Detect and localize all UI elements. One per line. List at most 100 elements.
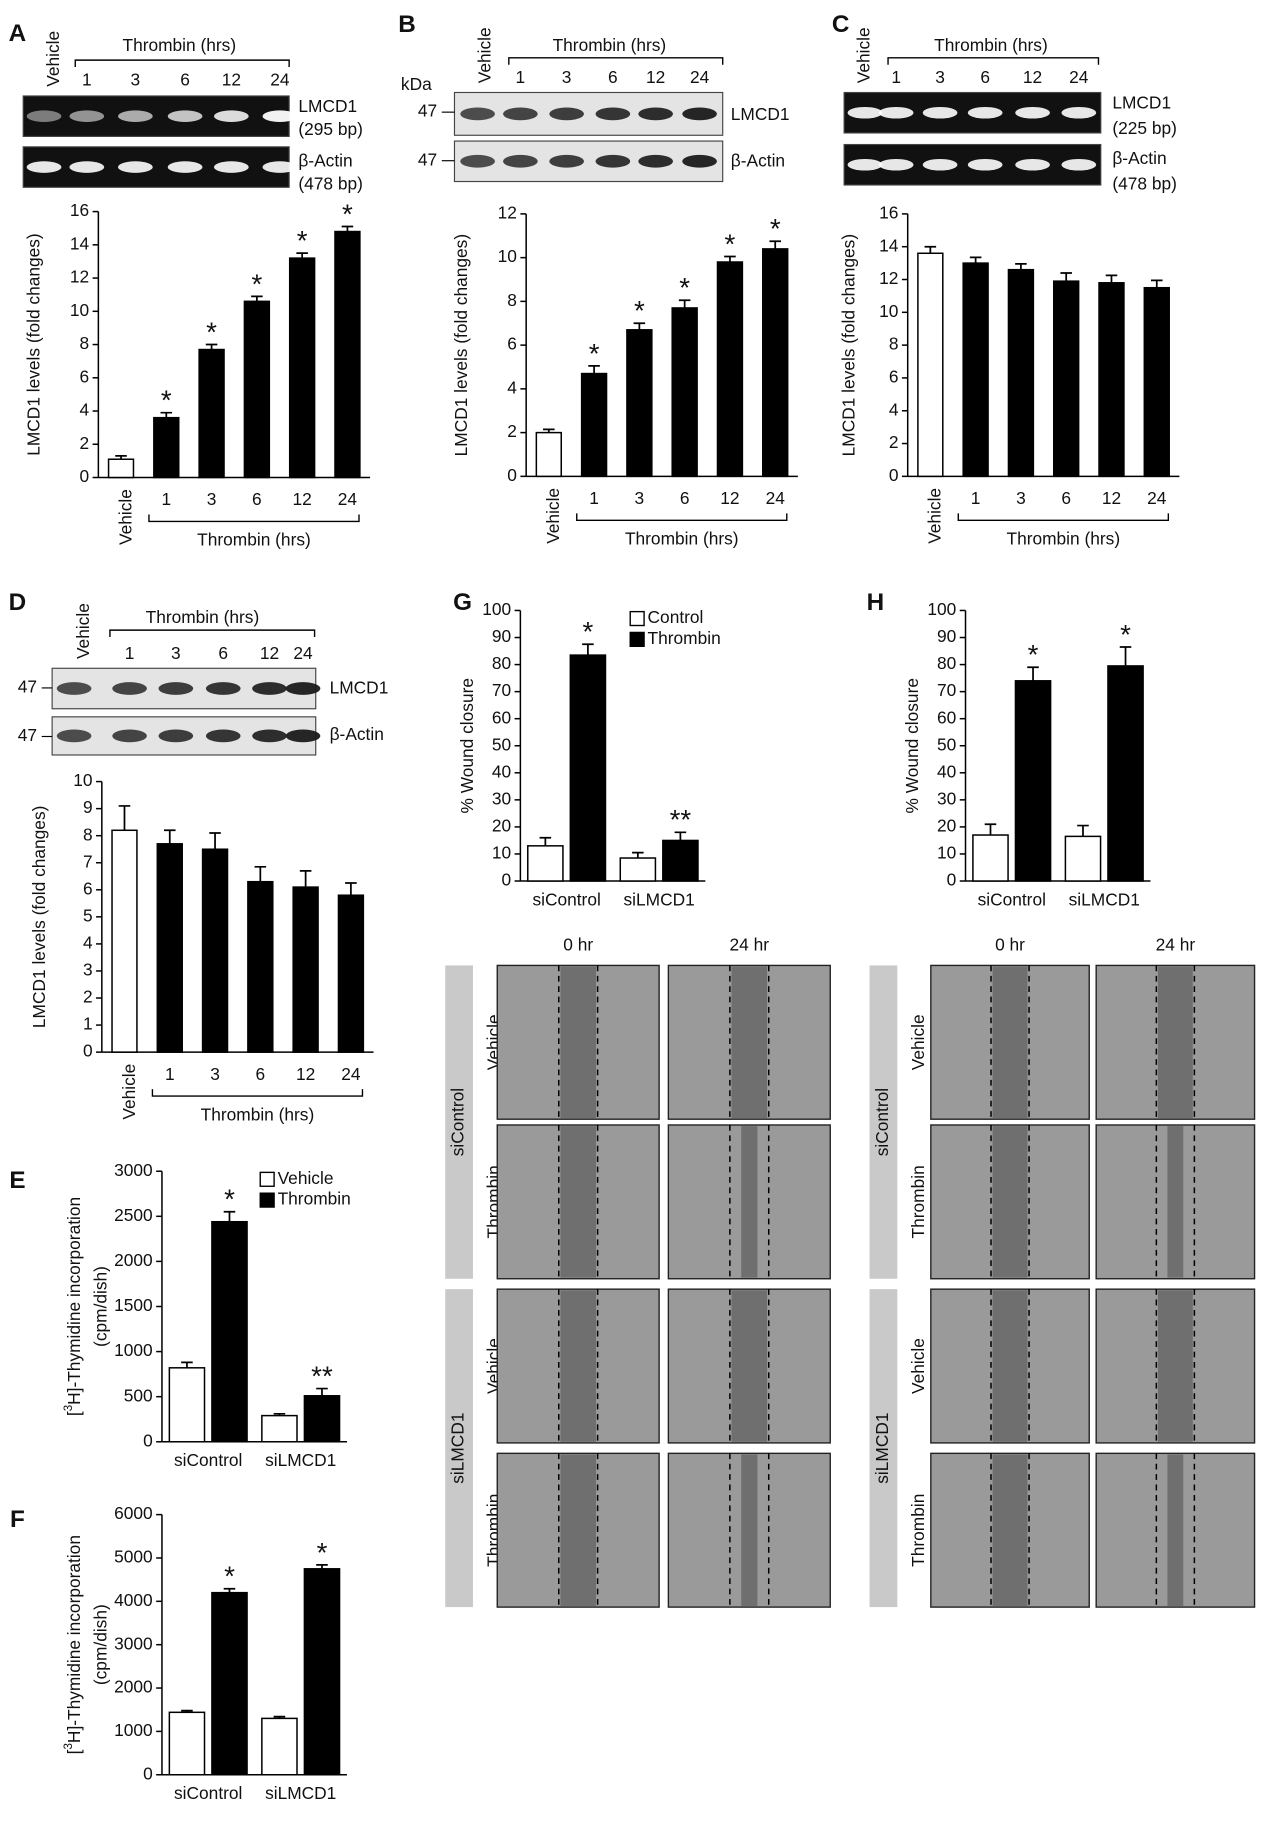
lane-header: Vehicle bbox=[854, 27, 874, 83]
panel-letter: E bbox=[9, 1167, 25, 1194]
band-label: (478 bp) bbox=[298, 174, 363, 194]
x-tick-label: 1 bbox=[589, 488, 599, 508]
y-axis-label-line2: (cpm/dish) bbox=[90, 1266, 110, 1347]
y-tick-label: 50 bbox=[937, 734, 956, 754]
lane-label: 3 bbox=[562, 67, 572, 87]
error-bar bbox=[181, 1361, 193, 1368]
significance-mark: * bbox=[251, 268, 262, 299]
error-bar bbox=[769, 240, 782, 249]
y-tick-label: 2 bbox=[79, 433, 89, 453]
y-tick-label: 3 bbox=[83, 960, 93, 980]
band bbox=[118, 161, 153, 173]
panel-letter: B bbox=[398, 11, 416, 38]
y-tick-label: 1 bbox=[83, 1014, 93, 1034]
bar bbox=[211, 1220, 248, 1443]
mw-unit: kDa bbox=[401, 74, 432, 94]
mw-marker: 47 bbox=[418, 149, 437, 169]
y-tick-label: 40 bbox=[492, 761, 511, 781]
group-label: siLMCD1 bbox=[448, 1412, 468, 1483]
band bbox=[1061, 106, 1097, 119]
wound-gap bbox=[1167, 1454, 1184, 1606]
error-bar bbox=[1015, 263, 1027, 270]
y-tick-label: 10 bbox=[73, 770, 92, 790]
x-tick-label: siLMCD1 bbox=[265, 1450, 336, 1470]
column-header: 0 hr bbox=[995, 934, 1025, 954]
y-axis-label-part: H]-Thymidine incorporation bbox=[64, 1197, 84, 1405]
band bbox=[262, 110, 298, 122]
bar bbox=[662, 839, 699, 882]
lane-group-header: Thrombin (hrs) bbox=[934, 35, 1048, 55]
x-tick-label: Vehicle bbox=[543, 488, 563, 544]
wound-gap bbox=[992, 1454, 1028, 1606]
bar bbox=[535, 431, 563, 478]
y-axis-label: [3H]-Thymidine incorporation bbox=[63, 1535, 84, 1754]
group-strip bbox=[869, 965, 898, 1279]
legend-swatch bbox=[259, 1192, 275, 1208]
panel-letter: C bbox=[832, 11, 850, 38]
y-tick-label: 16 bbox=[70, 200, 89, 220]
significance-mark: * bbox=[342, 198, 353, 229]
group-strip bbox=[445, 965, 473, 1279]
significance-mark: * bbox=[161, 385, 172, 416]
error-bar bbox=[632, 851, 644, 859]
y-tick-label: 2 bbox=[889, 432, 899, 452]
y-tick-label: 70 bbox=[937, 680, 956, 700]
bar bbox=[107, 458, 135, 479]
band-label: (295 bp) bbox=[298, 119, 363, 139]
y-tick-label: 4 bbox=[79, 400, 89, 420]
band bbox=[213, 161, 249, 173]
y-tick-label: 70 bbox=[492, 680, 511, 700]
y-tick-label: 14 bbox=[879, 235, 899, 255]
error-bar bbox=[1060, 272, 1072, 282]
error-bar bbox=[1027, 666, 1039, 681]
error-bar bbox=[316, 1387, 328, 1396]
mw-marker: 47 bbox=[18, 677, 37, 697]
y-tick-label: 6 bbox=[889, 367, 899, 387]
x-tick-label: 12 bbox=[720, 488, 739, 508]
y-tick-label: 2 bbox=[507, 421, 517, 441]
group-strip bbox=[445, 1289, 473, 1608]
y-tick-label: 30 bbox=[492, 788, 511, 808]
y-axis-label-line2: (cpm/dish) bbox=[90, 1604, 110, 1685]
bar bbox=[303, 1395, 341, 1443]
x-tick-label: siControl bbox=[532, 889, 600, 909]
y-tick-label: 7 bbox=[83, 851, 93, 871]
legend-label: Thrombin bbox=[648, 628, 721, 648]
x-tick-label: 6 bbox=[256, 1064, 266, 1084]
error-bar bbox=[205, 343, 218, 350]
error-bar bbox=[924, 245, 937, 254]
x-tick-label: 24 bbox=[1147, 488, 1167, 508]
bar bbox=[1143, 286, 1170, 478]
y-tick-label: 2500 bbox=[114, 1205, 153, 1225]
y-tick-label: 8 bbox=[83, 824, 93, 844]
y-tick-label: 12 bbox=[879, 268, 898, 288]
band bbox=[167, 110, 203, 122]
y-tick-label: 5 bbox=[83, 905, 93, 925]
y-axis-label-part: [ bbox=[64, 1411, 84, 1416]
bar bbox=[527, 845, 564, 882]
y-tick-label: 6000 bbox=[114, 1503, 153, 1523]
lane-group-header: Thrombin (hrs) bbox=[146, 607, 260, 627]
y-tick-label: 12 bbox=[70, 267, 89, 287]
x-tick-label: 12 bbox=[296, 1064, 315, 1084]
error-bar bbox=[163, 829, 176, 844]
band bbox=[118, 110, 153, 122]
error-bar bbox=[543, 428, 555, 433]
x-tick-label: 24 bbox=[338, 489, 358, 509]
x-tick-label: 1 bbox=[165, 1064, 175, 1084]
bar bbox=[156, 843, 183, 1053]
error-bar bbox=[273, 1412, 286, 1416]
band bbox=[158, 682, 194, 695]
x-tick-label: siLMCD1 bbox=[623, 889, 694, 909]
band bbox=[638, 154, 673, 168]
wound-gap bbox=[992, 966, 1028, 1119]
significance-mark: ** bbox=[311, 1360, 333, 1391]
band-label: β-Actin bbox=[298, 150, 352, 170]
lane-label: 6 bbox=[218, 643, 228, 663]
lane-label: 24 bbox=[1069, 67, 1089, 87]
band bbox=[69, 110, 105, 122]
error-bar bbox=[209, 832, 221, 850]
bar bbox=[1007, 268, 1035, 478]
x-tick-label: siControl bbox=[978, 889, 1046, 909]
x-tick-label: 6 bbox=[680, 488, 690, 508]
